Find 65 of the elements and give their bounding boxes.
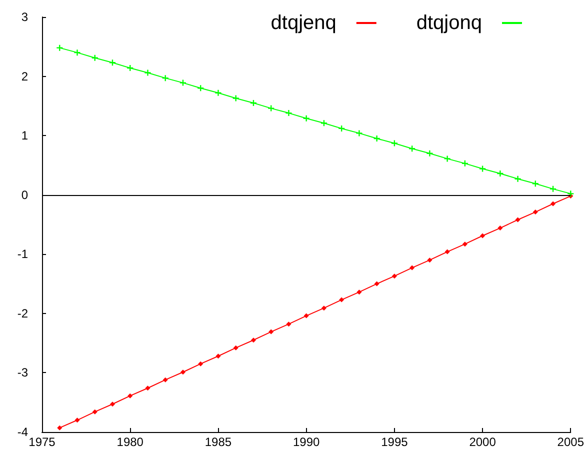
- point: [180, 370, 186, 375]
- point: [162, 377, 168, 382]
- point: [480, 233, 486, 238]
- point: [374, 281, 380, 286]
- point: [550, 201, 556, 206]
- point: [74, 50, 80, 56]
- point: [215, 90, 222, 96]
- point: [303, 115, 310, 122]
- point: [110, 402, 115, 407]
- x-tick-label: 1995: [381, 435, 408, 449]
- point: [180, 80, 186, 86]
- y-tick-label: 0: [21, 188, 28, 202]
- point: [514, 176, 521, 182]
- point: [568, 190, 574, 197]
- point: [532, 210, 538, 215]
- point: [356, 130, 362, 136]
- point: [444, 156, 450, 162]
- point: [304, 313, 309, 318]
- point: [444, 249, 450, 254]
- point: [392, 274, 397, 279]
- point: [233, 345, 238, 350]
- point: [198, 361, 204, 366]
- point: [480, 166, 486, 172]
- point: [497, 170, 504, 177]
- y-tick-label: -3: [17, 366, 28, 380]
- x-tick-label: 1985: [204, 435, 232, 449]
- y-tick-label: 3: [21, 10, 28, 24]
- point: [515, 217, 520, 222]
- point: [232, 95, 239, 102]
- point: [410, 265, 415, 270]
- x-tick-label: 2005: [557, 435, 584, 449]
- y-tick-label: 1: [21, 128, 28, 143]
- point: [109, 60, 116, 66]
- y-tick-label: 2: [21, 69, 28, 84]
- point: [426, 150, 433, 156]
- point: [268, 105, 274, 112]
- point: [391, 140, 398, 146]
- point: [74, 418, 80, 423]
- y-tick-label: -2: [17, 306, 28, 320]
- point: [145, 386, 150, 391]
- point: [216, 354, 221, 359]
- point: [128, 393, 133, 398]
- point: [374, 136, 380, 142]
- point: [339, 297, 344, 302]
- legend-label: dtqjenq: [270, 12, 336, 34]
- point: [92, 409, 98, 414]
- x-tick-label: 1980: [116, 435, 144, 449]
- point: [462, 242, 468, 247]
- x-tick-label: 1975: [28, 435, 56, 449]
- point: [286, 110, 292, 116]
- point: [268, 329, 274, 334]
- point: [427, 258, 432, 263]
- point: [250, 338, 256, 343]
- point: [356, 290, 362, 295]
- y-tick-label: -4: [17, 425, 28, 439]
- point: [321, 306, 326, 311]
- legend-label: dtqjonq: [416, 12, 482, 34]
- point: [286, 322, 292, 327]
- point: [56, 44, 63, 51]
- point: [498, 226, 503, 231]
- x-tick-label: 1990: [292, 435, 320, 449]
- point: [144, 70, 151, 76]
- x-tick-label: 2000: [469, 435, 496, 449]
- point: [57, 425, 62, 430]
- y-tick-label: -1: [17, 247, 28, 262]
